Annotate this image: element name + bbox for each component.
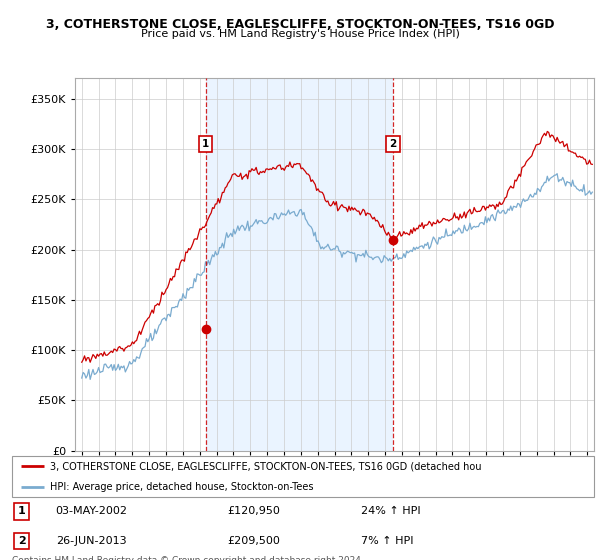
Text: HPI: Average price, detached house, Stockton-on-Tees: HPI: Average price, detached house, Stoc… — [50, 482, 313, 492]
Text: 26-JUN-2013: 26-JUN-2013 — [56, 536, 126, 546]
Text: 3, COTHERSTONE CLOSE, EAGLESCLIFFE, STOCKTON-ON-TEES, TS16 0GD: 3, COTHERSTONE CLOSE, EAGLESCLIFFE, STOC… — [46, 18, 554, 31]
Text: Price paid vs. HM Land Registry's House Price Index (HPI): Price paid vs. HM Land Registry's House … — [140, 29, 460, 39]
Text: 1: 1 — [18, 506, 26, 516]
Text: 1: 1 — [202, 139, 209, 149]
Text: £120,950: £120,950 — [227, 506, 280, 516]
Bar — [206, 78, 393, 451]
FancyBboxPatch shape — [12, 456, 594, 497]
Text: 03-MAY-2002: 03-MAY-2002 — [56, 506, 128, 516]
Text: 7% ↑ HPI: 7% ↑ HPI — [361, 536, 414, 546]
Text: 24% ↑ HPI: 24% ↑ HPI — [361, 506, 421, 516]
Text: 2: 2 — [18, 536, 26, 546]
Text: £209,500: £209,500 — [227, 536, 280, 546]
Text: 2: 2 — [389, 139, 397, 149]
Text: 3, COTHERSTONE CLOSE, EAGLESCLIFFE, STOCKTON-ON-TEES, TS16 0GD (detached hou: 3, COTHERSTONE CLOSE, EAGLESCLIFFE, STOC… — [50, 461, 481, 472]
Text: Contains HM Land Registry data © Crown copyright and database right 2024.
This d: Contains HM Land Registry data © Crown c… — [12, 556, 364, 560]
